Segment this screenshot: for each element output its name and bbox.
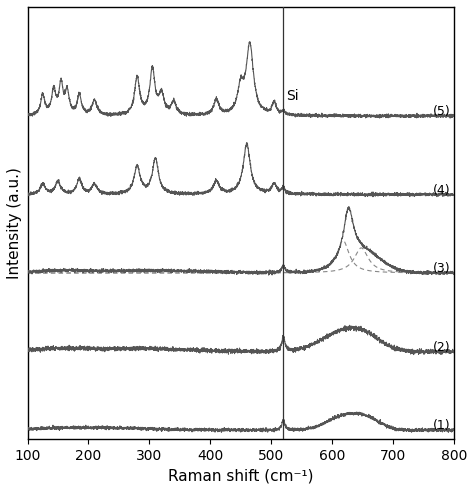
X-axis label: Raman shift (cm⁻¹): Raman shift (cm⁻¹) [168, 468, 313, 483]
Text: (4): (4) [433, 184, 451, 196]
Y-axis label: Intensity (a.u.): Intensity (a.u.) [7, 167, 22, 279]
Text: (2): (2) [433, 341, 451, 354]
Text: (5): (5) [433, 105, 451, 118]
Text: (1): (1) [433, 419, 451, 432]
Text: Si: Si [286, 89, 299, 103]
Text: (3): (3) [433, 262, 451, 275]
